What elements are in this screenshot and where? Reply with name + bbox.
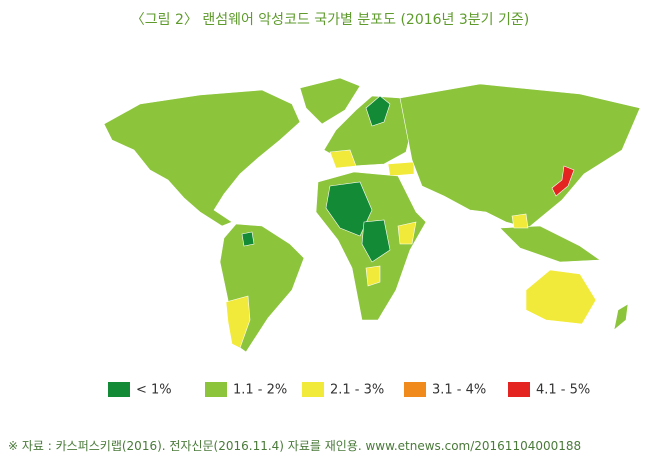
turkey [387, 161, 415, 177]
figure-title: 〈그림 2〉 랜섬웨어 악성코드 국가별 분포도 (2016년 3분기 기준) [131, 12, 529, 28]
north-america [103, 89, 301, 227]
new-zealand [613, 303, 629, 331]
argentina [225, 295, 251, 349]
southern-africa [365, 265, 381, 287]
scandinavia [365, 95, 391, 127]
east-africa [397, 221, 417, 245]
legend-label: 2.1 - 3% [330, 383, 384, 398]
west-africa [325, 181, 373, 237]
legend-swatch [404, 382, 426, 397]
legend-label: 4.1 - 5% [536, 383, 590, 398]
japan [551, 165, 575, 197]
legend-swatch [302, 382, 324, 397]
legend-label: 3.1 - 4% [432, 383, 486, 398]
legend: < 1% 1.1 - 2% 2.1 - 3% 3.1 - 4% 4.1 - 5% [108, 382, 590, 398]
legend-swatch [108, 382, 130, 397]
legend-label: < 1% [136, 383, 172, 398]
world-map [103, 77, 641, 353]
central-africa [361, 219, 391, 263]
legend-label: 1.1 - 2% [233, 383, 287, 398]
asia-spots [511, 213, 529, 229]
legend-swatch [508, 382, 530, 397]
legend-swatch [205, 382, 227, 397]
greenland [299, 77, 361, 125]
southeast-asia [499, 225, 601, 263]
asia [399, 83, 641, 229]
australia [525, 269, 597, 325]
source-note: ※ 자료 : 카스퍼스키랩(2016). 전자신문(2016.11.4) 자료를… [8, 439, 581, 453]
region [241, 231, 255, 247]
southern-europe [329, 149, 357, 169]
